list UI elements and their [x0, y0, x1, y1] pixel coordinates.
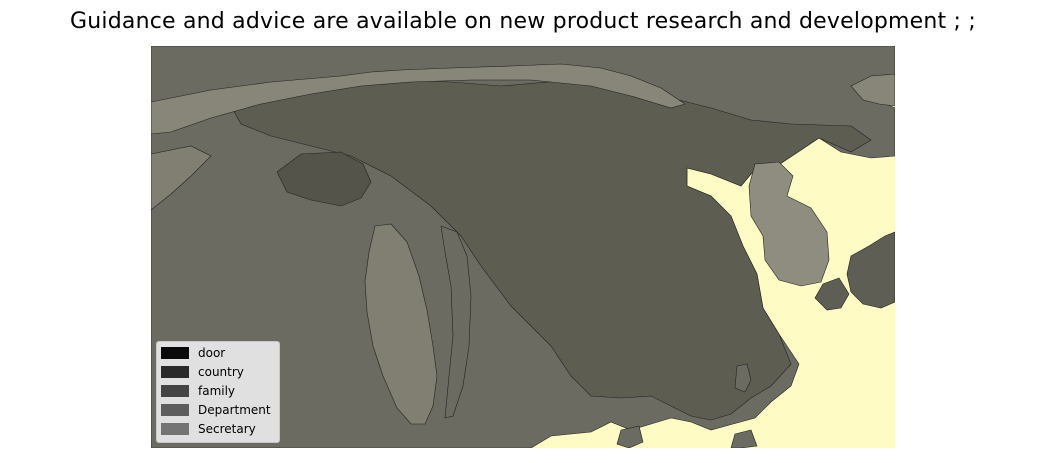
legend-swatch	[161, 404, 189, 416]
legend-item: family	[161, 384, 235, 398]
map-area	[151, 46, 895, 448]
legend-item: country	[161, 365, 244, 379]
legend-label: Secretary	[198, 422, 256, 436]
west-strip	[151, 145, 212, 211]
chart-title: Guidance and advice are available on new…	[70, 9, 976, 34]
island-small-1	[734, 363, 752, 393]
peninsula	[364, 223, 438, 425]
legend-swatch	[161, 366, 189, 378]
island-small-3	[730, 429, 758, 448]
legend-label: Department	[198, 403, 271, 417]
north-strip	[151, 63, 686, 135]
legend-swatch	[161, 423, 189, 435]
legend-label: family	[198, 384, 236, 398]
legend-label: door	[198, 346, 226, 360]
legend: door country family Department Secretary	[156, 341, 280, 443]
island-small-2	[616, 425, 644, 448]
northeast-coast	[850, 73, 895, 107]
legend-item: Secretary	[161, 422, 256, 436]
east-islands	[846, 231, 895, 309]
legend-swatch	[161, 347, 189, 359]
east-islands-south	[814, 277, 850, 311]
plateau-region	[276, 151, 372, 207]
korea-region	[748, 161, 830, 287]
mainland-region	[230, 79, 872, 421]
legend-label: country	[198, 365, 244, 379]
peninsula-east-strip	[440, 225, 472, 419]
legend-swatch	[161, 385, 189, 397]
legend-item: door	[161, 346, 225, 360]
legend-item: Department	[161, 403, 271, 417]
